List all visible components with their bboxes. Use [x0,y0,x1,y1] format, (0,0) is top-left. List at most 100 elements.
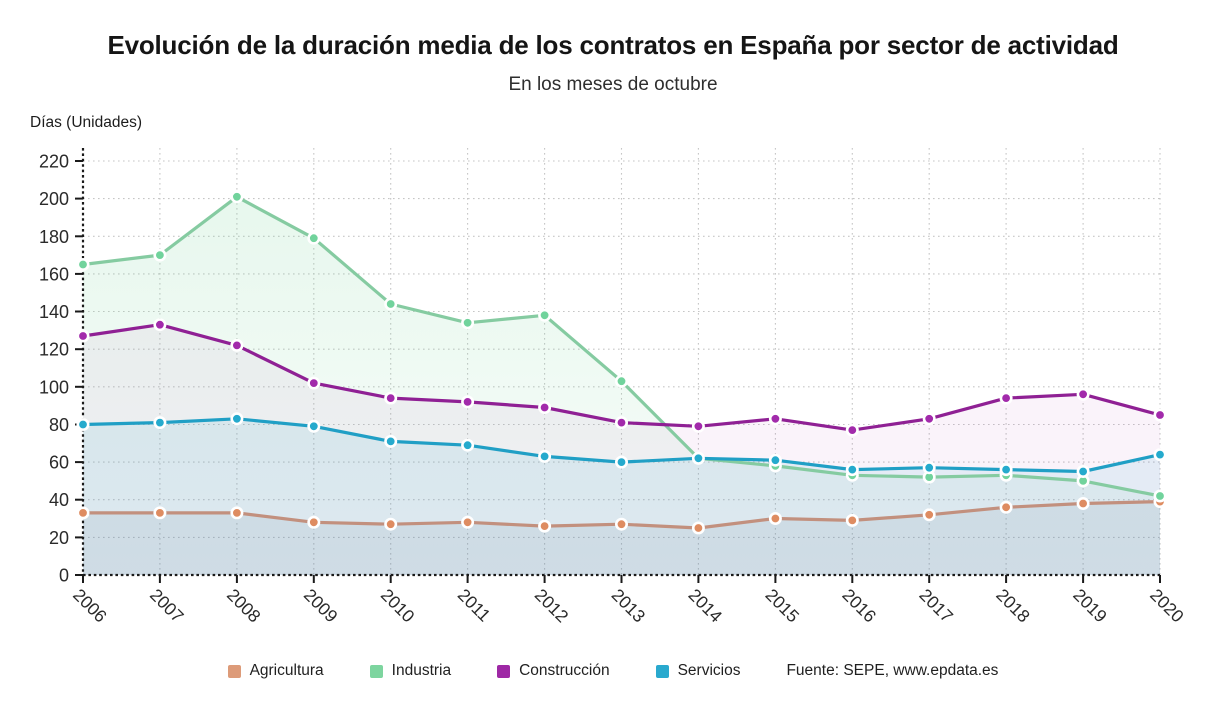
data-point [538,308,552,322]
data-point [1153,408,1167,422]
data-point [845,423,859,437]
data-point [845,463,859,477]
y-tick-label: 180 [39,227,69,247]
data-point [538,449,552,463]
legend-label: Construcción [519,662,610,679]
y-axis-unit-label: Días (Unidades) [30,114,142,131]
data-point [153,248,167,262]
data-point [153,506,167,520]
data-point [1076,464,1090,478]
y-tick-label: 100 [39,377,69,397]
x-tick-label: 2018 [992,585,1034,627]
data-point [384,297,398,311]
data-point [384,391,398,405]
x-tick-label: 2013 [608,585,650,627]
x-tick-label: 2016 [838,585,880,627]
series-construcción [76,318,1167,437]
data-point [384,434,398,448]
legend-label: Agricultura [249,662,324,679]
data-point [76,417,90,431]
data-point [538,519,552,533]
data-point [307,376,321,390]
x-tick-label: 2007 [146,585,188,627]
data-point [384,517,398,531]
legend-swatch [369,664,383,678]
data-point [76,257,90,271]
x-tick-label: 2020 [1146,585,1188,627]
y-tick-label: 200 [39,189,69,209]
data-point [691,521,705,535]
data-point [538,400,552,414]
data-point [76,506,90,520]
data-point [307,515,321,529]
y-tick-label: 220 [39,152,69,172]
data-point [461,316,475,330]
legend-swatch [497,664,511,678]
data-point [614,517,628,531]
data-point [768,412,782,426]
x-tick-label: 2006 [69,585,111,627]
area-layer [83,196,1160,576]
x-tick-label: 2015 [762,585,804,627]
legend-label: Industria [391,662,452,679]
data-point [230,412,244,426]
y-tick-label: 20 [49,528,69,548]
x-tick-label: 2012 [531,585,573,627]
data-point [153,416,167,430]
y-tick-label: 60 [49,453,69,473]
series-area-servicios [83,418,1160,575]
data-point [461,395,475,409]
y-tick-label: 160 [39,264,69,284]
x-tick-label: 2010 [377,585,419,627]
series-servicios [76,412,1167,478]
legend-item-industria: Industria [369,662,452,680]
y-tick-label: 120 [39,340,69,360]
data-point [922,412,936,426]
data-point [691,419,705,433]
series-agricultura [76,495,1167,535]
series-area-construcción [83,324,1160,575]
data-point [999,463,1013,477]
data-point [691,451,705,465]
legend-item-servicios: Servicios [655,662,741,680]
x-tick-label: 2019 [1069,585,1111,627]
data-point [153,318,167,332]
chart-legend: Agricultura Industria Construcción Servicio… [0,662,1226,680]
y-tick-label: 40 [49,490,69,510]
y-tick-label: 0 [59,566,69,586]
x-tick-label: 2009 [300,585,342,627]
data-point [922,461,936,475]
data-point [230,338,244,352]
data-point [230,506,244,520]
data-point [768,511,782,525]
data-point [999,391,1013,405]
data-point [999,500,1013,514]
data-point [307,231,321,245]
axes [81,148,1160,577]
legend-swatch [227,664,241,678]
data-point [614,374,628,388]
data-point [614,416,628,430]
data-point [922,508,936,522]
data-point [307,419,321,433]
y-tick-label: 80 [49,415,69,435]
legend-item-construcción: Construcción [497,662,610,680]
data-point [1076,387,1090,401]
data-point [1153,489,1167,503]
data-point [1076,496,1090,510]
data-point [845,513,859,527]
data-point [1153,448,1167,462]
data-point [768,453,782,467]
legend-swatch [655,664,669,678]
legend-label: Servicios [677,662,741,679]
y-tick-labels: 0 20 40 60 80 100 120 140 160 180 200 220 [39,152,69,586]
x-tick-label: 2017 [915,585,957,627]
chart-subtitle: En los meses de octubre [508,74,718,95]
data-point [76,329,90,343]
tick-marks [75,160,1161,583]
source-text: Fuente: SEPE, www.epdata.es [786,662,999,679]
x-tick-labels: 2006 2007 2008 2009 2010 2011 2012 2013 2014 2015… [69,585,1188,627]
x-tick-label: 2011 [454,585,495,626]
